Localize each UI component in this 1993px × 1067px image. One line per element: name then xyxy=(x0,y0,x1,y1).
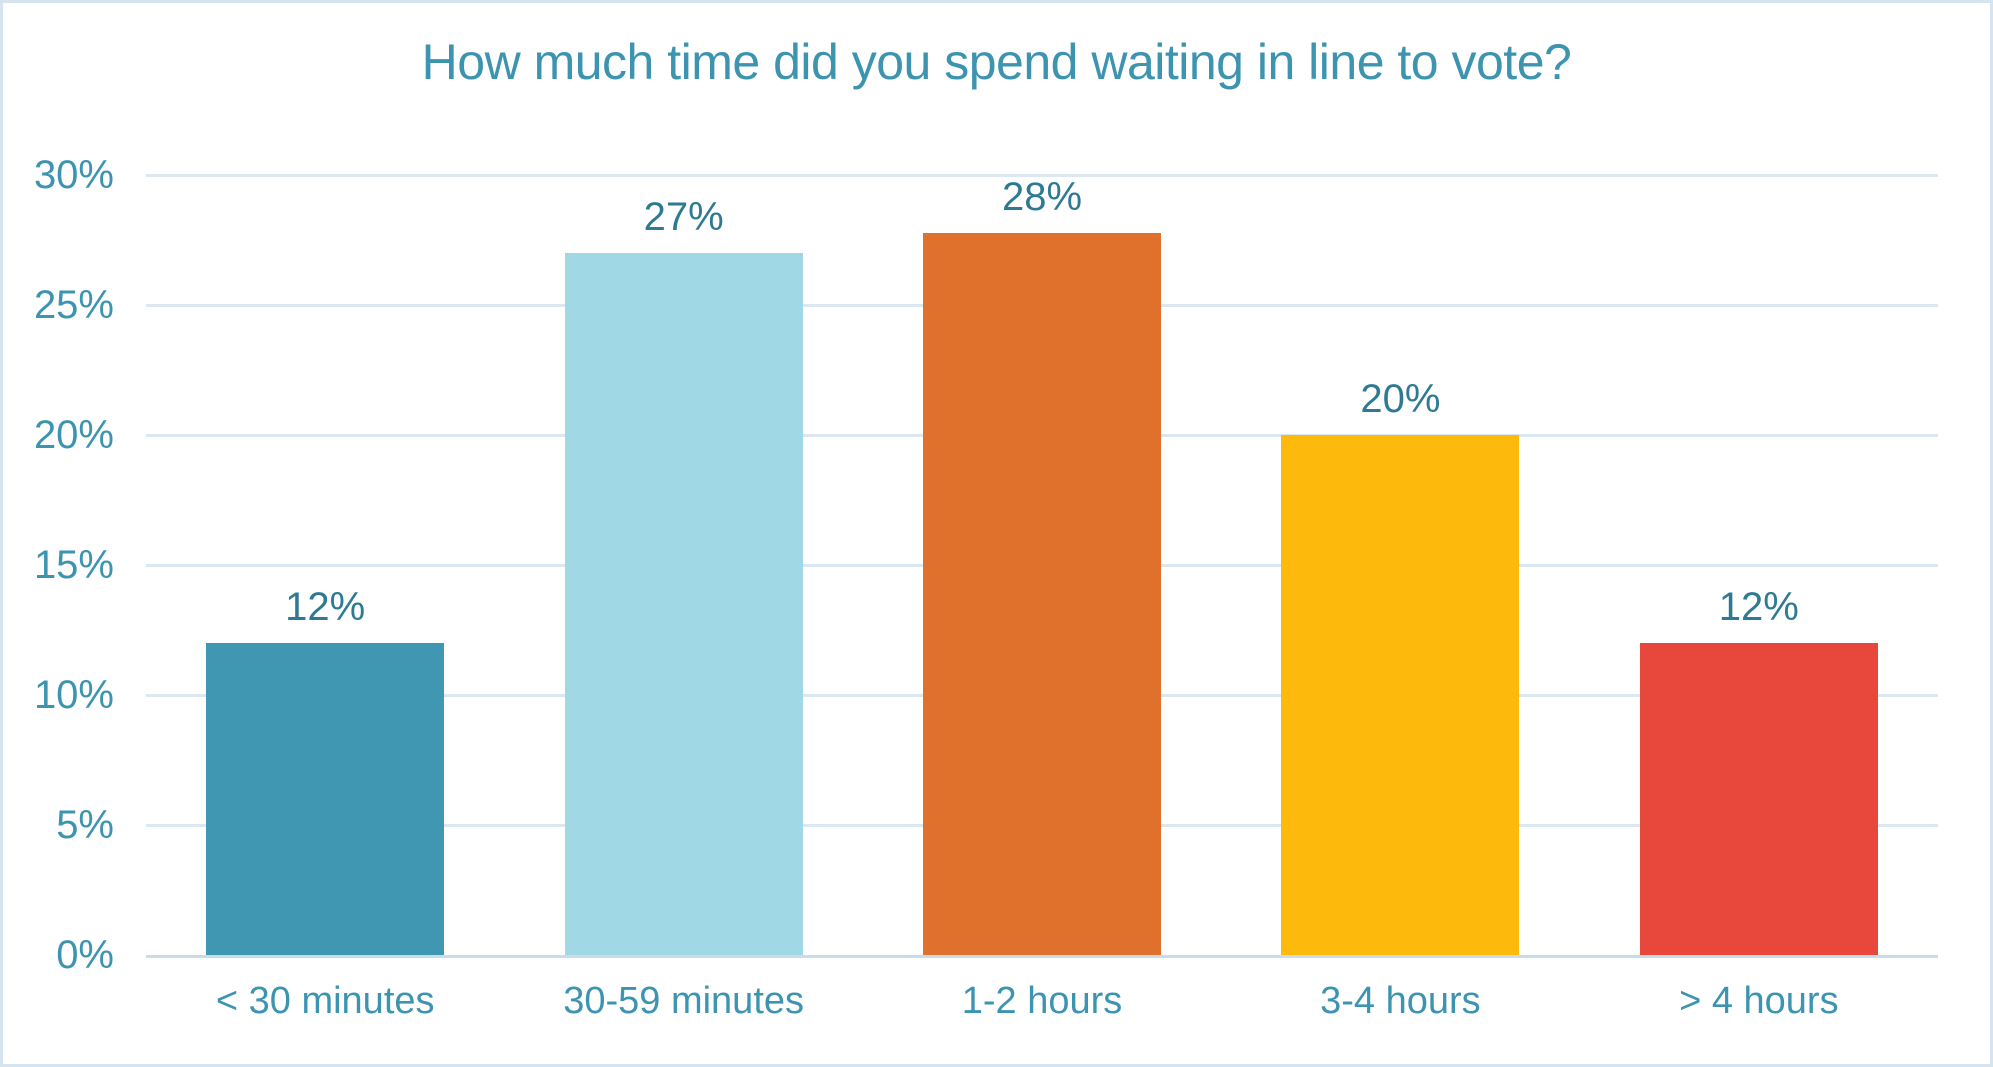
bar-group: 27% xyxy=(504,175,862,955)
y-axis-tick-label: 20% xyxy=(33,413,114,458)
bar-value-label: 12% xyxy=(285,585,366,629)
bars-container: 12% 27% 28% 20% 12% xyxy=(146,175,1938,955)
y-axis-tick-label: 25% xyxy=(33,283,114,327)
bar-value-label: 27% xyxy=(643,195,724,239)
bar-30-59-minutes xyxy=(564,253,803,955)
bar-lt-30-minutes xyxy=(206,643,445,955)
bar-value-label: 28% xyxy=(1001,175,1083,219)
chart-title: How much time did you spend waiting in l… xyxy=(421,34,1572,90)
bar-3-4-hours xyxy=(1281,435,1520,955)
bar-value-label: 12% xyxy=(1718,585,1799,629)
x-axis-category-label: 3-4 hours xyxy=(1320,980,1481,1022)
x-axis-category-label: 1-2 hours xyxy=(961,980,1123,1022)
y-axis-tick-label: 0% xyxy=(56,933,114,977)
bar-group: 28% xyxy=(863,175,1221,955)
bar-group: 12% xyxy=(1580,175,1938,955)
bar-group: 12% xyxy=(146,175,504,955)
bar-group: 20% xyxy=(1221,175,1579,955)
y-axis-tick-label: 5% xyxy=(56,803,114,848)
y-axis-tick-label: 30% xyxy=(33,153,114,197)
x-axis-category-label: > 4 hours xyxy=(1679,980,1839,1022)
plot-area: 0% 5% 10% 15% 20% 25% 30% 12% xyxy=(34,155,1938,1022)
gridline xyxy=(146,173,1938,177)
bar-gt-4-hours xyxy=(1639,643,1878,955)
x-axis-category-label: < 30 minutes xyxy=(215,980,435,1022)
bar-value-label: 20% xyxy=(1360,377,1441,422)
y-axis-tick-label: 10% xyxy=(33,673,114,718)
x-axis-labels: < 30 minutes 30-59 minutes 1-2 hours 3-4… xyxy=(146,958,1938,1023)
y-axis-tick-label: 15% xyxy=(33,543,114,587)
x-axis-category-label: 30-59 minutes xyxy=(563,980,805,1022)
bar-1-2-hours xyxy=(923,233,1162,955)
